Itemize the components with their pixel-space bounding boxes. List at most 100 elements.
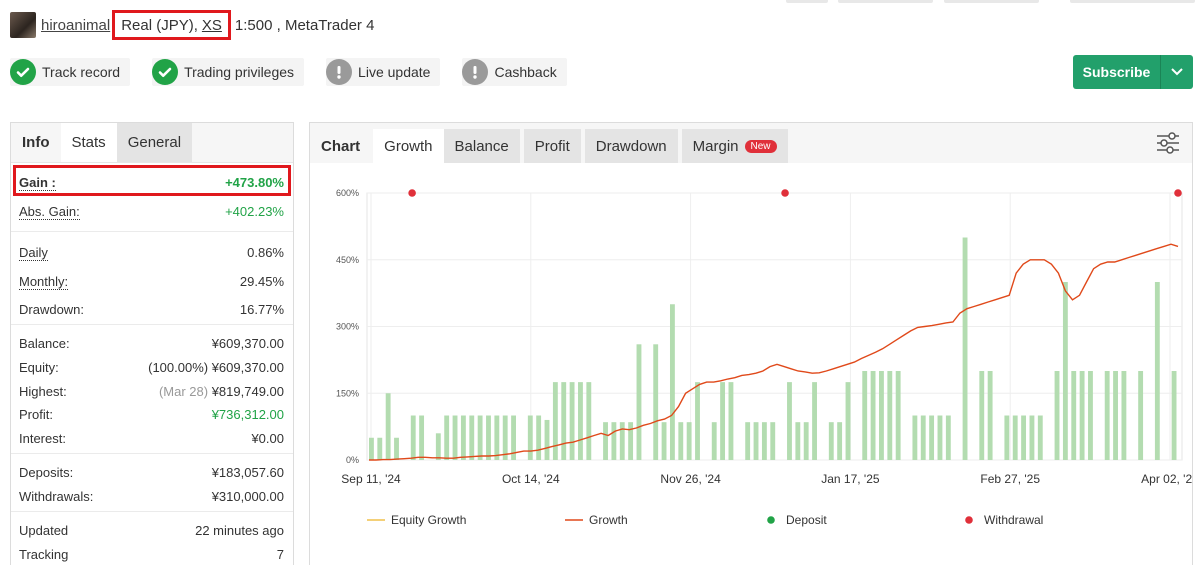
deposit-bar (929, 415, 935, 460)
stat-tracking: Tracking 7 (19, 547, 284, 562)
stat-value: +402.23% (225, 204, 284, 219)
legend-dot-swatch (767, 516, 775, 524)
deposit-bar (870, 371, 876, 460)
stat-value: ¥310,000.00 (211, 489, 284, 504)
stat-monthly: Monthly: 29.45% (19, 274, 284, 290)
chevron-down-icon[interactable] (1161, 55, 1193, 89)
tab-chart[interactable]: Chart (321, 137, 361, 155)
x-tick-label: Oct 14, '24 (502, 472, 560, 486)
deposit-bar (377, 437, 383, 460)
deposit-bar (753, 422, 759, 460)
stat-label: Withdrawals: (19, 489, 94, 504)
deposit-bar (1104, 371, 1110, 460)
deposit-bar (728, 382, 734, 460)
deposit-bar (945, 415, 951, 460)
x-tick-label: Nov 26, '24 (660, 472, 721, 486)
stat-label: Equity: (19, 360, 59, 375)
deposit-bar (720, 382, 726, 460)
x-tick-label: Jan 17, '25 (821, 472, 880, 486)
stat-withdrawals: Withdrawals: ¥310,000.00 (19, 489, 284, 504)
stat-value-group: (Mar 28) ¥819,749.00 (159, 384, 284, 399)
withdrawal-marker (408, 189, 416, 197)
deposit-bar (586, 382, 592, 460)
top-tab-stub (944, 0, 1039, 3)
deposit-bar (920, 415, 926, 460)
stat-label: Gain : (19, 175, 56, 191)
deposit-bar (444, 415, 450, 460)
stat-label: Profit: (19, 407, 53, 422)
tab-general[interactable]: General (116, 123, 193, 162)
account-size-link[interactable]: XS (201, 16, 222, 34)
settings-sliders-icon[interactable] (1156, 132, 1180, 154)
top-tab-stub (1070, 0, 1195, 3)
tab-profit[interactable]: Profit (523, 129, 581, 163)
deposit-bar (477, 415, 483, 460)
stat-label: Updated (19, 523, 69, 538)
deposit-bar (812, 382, 817, 460)
deposit-bar (469, 415, 475, 460)
stat-highest: Highest: (Mar 28) ¥819,749.00 (19, 384, 284, 399)
stat-updated: Updated 22 minutes ago (19, 523, 284, 538)
deposit-bar (669, 304, 675, 460)
username-link[interactable]: hiroanimal (41, 16, 111, 34)
y-tick-label: 150% (336, 388, 359, 398)
top-tab-stub (786, 0, 828, 3)
deposit-bar (879, 371, 884, 460)
stat-drawdown: Drawdown: 16.77% (19, 302, 284, 317)
exclamation-icon (462, 59, 489, 85)
tab-growth[interactable]: Growth (373, 129, 444, 163)
deposit-bar (653, 344, 659, 460)
growth-chart[interactable]: 600% 450% 300% 150% 0% Sep 11, '24 Oct 14, '24… (310, 168, 1192, 565)
deposit-bar (452, 415, 458, 460)
avatar[interactable] (10, 12, 36, 38)
badge-cashback[interactable]: Cashback (462, 58, 567, 86)
gain-highlight (13, 165, 291, 196)
stat-value: ¥0.00 (251, 431, 284, 446)
deposit-bar (1088, 371, 1093, 460)
deposit-bar (895, 371, 901, 460)
deposit-bar (803, 422, 809, 460)
deposit-bar (1062, 282, 1068, 460)
account-header: hiroanimal Real (JPY), XS 1:500 , MetaTr… (10, 10, 374, 40)
deposit-bar (837, 422, 843, 460)
x-tick-label: Sep 11, '24 (341, 472, 401, 486)
legend-label: Withdrawal (984, 513, 1043, 527)
deposit-bar (1154, 282, 1160, 460)
tab-info[interactable]: Info (22, 134, 50, 151)
tab-drawdown[interactable]: Drawdown (584, 129, 678, 163)
deposit-bar (552, 382, 558, 460)
badge-label: Cashback (494, 64, 557, 80)
x-tick-label: Apr 02, '25 (1141, 472, 1192, 486)
deposit-bar (1071, 371, 1077, 460)
deposit-bar (628, 422, 634, 460)
subscribe-button[interactable]: Subscribe (1073, 55, 1161, 89)
stat-value: ¥819,749.00 (211, 384, 284, 399)
deposit-bar (761, 422, 767, 460)
tab-balance[interactable]: Balance (443, 129, 520, 163)
badge-live-update[interactable]: Live update (326, 58, 441, 86)
y-tick-label: 0% (346, 455, 359, 465)
top-tab-stub (838, 0, 933, 3)
deposit-bar (619, 422, 625, 460)
account-type-highlight: Real (JPY), XS (112, 10, 231, 40)
badge-label: Live update (358, 64, 431, 80)
tab-margin[interactable]: Margin New (681, 129, 788, 163)
deposit-bar (536, 415, 542, 460)
stat-label: Drawdown: (19, 302, 85, 317)
deposit-bar (937, 415, 943, 460)
stat-daily: Daily 0.86% (19, 245, 284, 261)
deposit-bar (1054, 371, 1060, 460)
stat-value: 0.86% (247, 245, 284, 260)
account-leverage-platform: 1:500 , MetaTrader 4 (234, 16, 375, 34)
stat-value: ¥736,312.00 (211, 407, 284, 422)
deposit-bar (1029, 415, 1035, 460)
deposit-bar (787, 382, 792, 460)
badge-track-record[interactable]: Track record (10, 58, 131, 86)
badge-trading-privileges[interactable]: Trading privileges (152, 58, 305, 86)
deposit-bar (1037, 415, 1043, 460)
check-icon (152, 59, 179, 85)
deposit-bar (745, 422, 751, 460)
tab-stats[interactable]: Stats (60, 123, 117, 162)
deposit-bar (460, 415, 466, 460)
deposit-bar (686, 422, 692, 460)
